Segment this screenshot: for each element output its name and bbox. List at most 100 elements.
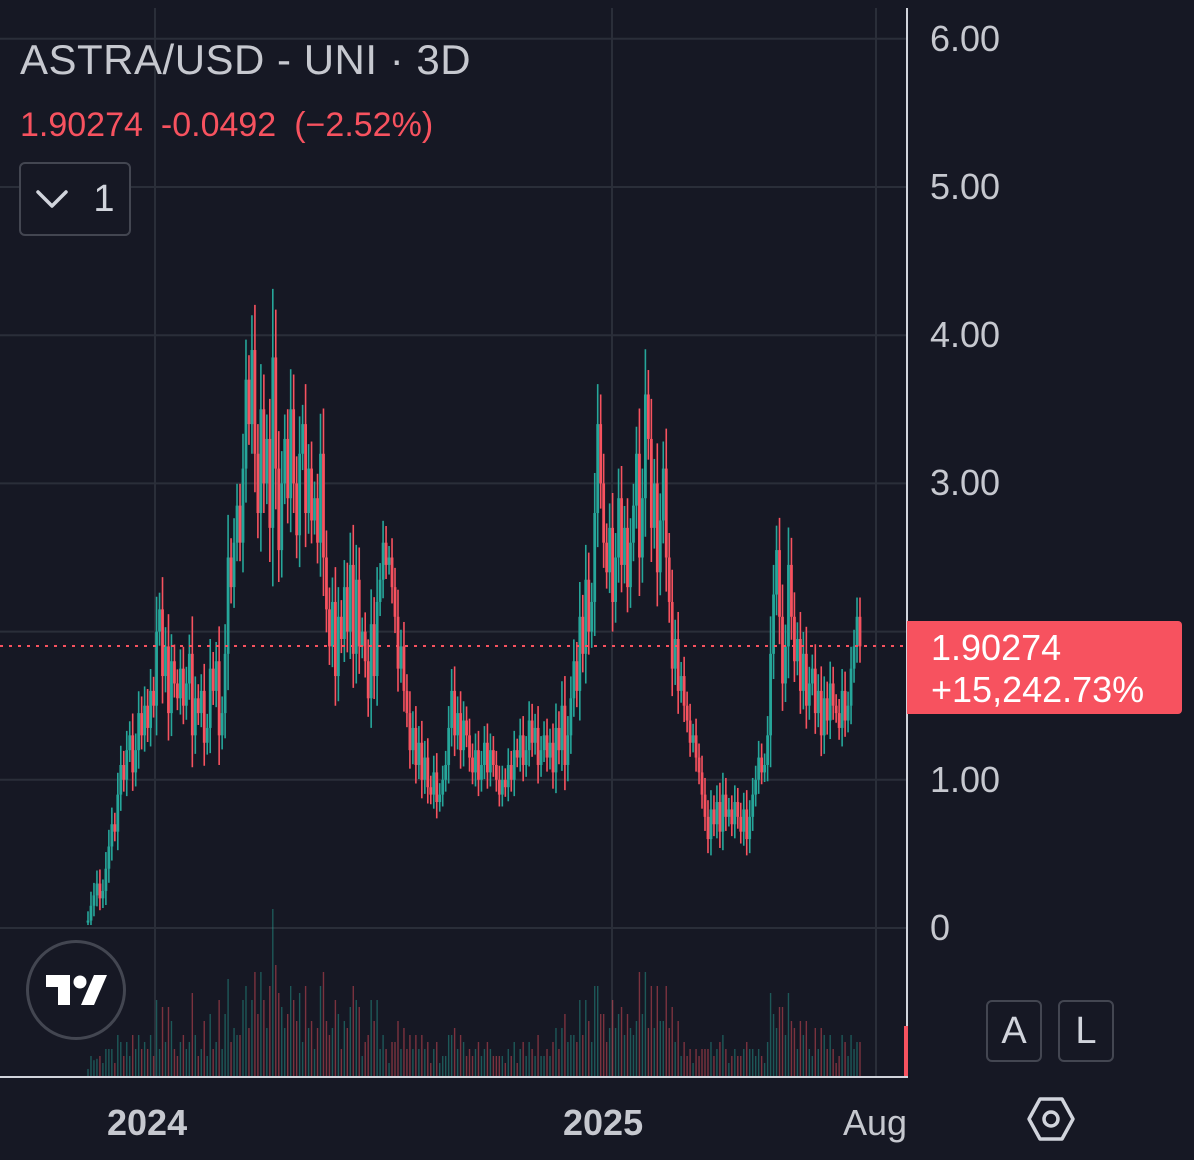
volume-bar xyxy=(814,1028,816,1076)
volume-bar xyxy=(644,972,647,1076)
volume-bar xyxy=(364,1042,366,1076)
candle-body xyxy=(709,809,713,840)
volume-bar xyxy=(331,1028,334,1076)
candle-body xyxy=(283,438,287,484)
volume-bar xyxy=(304,986,307,1076)
volume-bar xyxy=(176,1056,179,1076)
volume-bar xyxy=(418,1049,420,1076)
candle-body xyxy=(339,616,343,640)
candle-body xyxy=(524,750,528,765)
volume-bar xyxy=(522,1042,524,1076)
candle-body xyxy=(399,646,403,669)
candle-body xyxy=(790,564,793,617)
candle-body xyxy=(843,690,847,721)
volume-bar xyxy=(787,993,790,1076)
candle-body xyxy=(462,720,465,751)
candle-body xyxy=(506,764,510,788)
candle-body xyxy=(480,764,483,780)
candle-body xyxy=(700,772,704,795)
candle-body xyxy=(354,579,358,654)
candle-body xyxy=(351,564,355,654)
volume-bar xyxy=(620,1007,623,1076)
volume-bar xyxy=(99,1056,101,1076)
candle-body xyxy=(164,646,167,677)
volume-bar xyxy=(266,1028,268,1076)
candle-body xyxy=(432,772,436,795)
volume-bar xyxy=(695,1049,697,1076)
candle-body xyxy=(500,779,504,795)
candle-body xyxy=(390,557,394,588)
candle-body xyxy=(781,616,784,684)
log-scale-button[interactable]: L xyxy=(1058,1000,1114,1062)
auto-scale-button[interactable]: A xyxy=(986,1000,1042,1062)
candle-body xyxy=(328,609,331,647)
candle-body xyxy=(429,787,433,795)
volume-bar xyxy=(850,1035,852,1076)
volume-bar xyxy=(653,1028,656,1076)
volume-bar xyxy=(763,1063,766,1076)
candle-body xyxy=(539,750,543,765)
candle-body xyxy=(760,757,764,773)
volume-bar xyxy=(680,1056,682,1076)
candle-body xyxy=(575,661,579,691)
indicators-toggle-button[interactable]: 1 xyxy=(19,162,131,236)
volume-bar xyxy=(844,1042,846,1076)
price-tick-label: 1.00 xyxy=(930,758,1001,800)
volume-bar xyxy=(635,1021,638,1076)
candle-body xyxy=(646,394,650,439)
volume-bar xyxy=(427,1042,429,1076)
volume-bar xyxy=(698,1056,700,1076)
candle-body xyxy=(417,742,421,765)
candle-body xyxy=(122,764,126,780)
candle-body xyxy=(590,601,594,632)
candle-body xyxy=(673,639,677,669)
candle-body xyxy=(694,735,698,758)
candle-body xyxy=(763,764,767,773)
price-tick-label: 0 xyxy=(930,907,951,948)
candle-body xyxy=(563,705,567,765)
hexagon-settings-icon[interactable] xyxy=(1026,1094,1076,1144)
volume-bar xyxy=(737,1056,739,1076)
volume-bar xyxy=(120,1042,122,1076)
candle-body xyxy=(494,764,498,780)
volume-bar xyxy=(689,1049,691,1076)
volume-bar xyxy=(760,1056,763,1076)
candle-body xyxy=(98,883,102,899)
candle-body xyxy=(593,513,597,602)
candle-body xyxy=(345,587,349,632)
candle-body xyxy=(465,720,468,736)
volume-bar xyxy=(319,986,322,1076)
volume-bar xyxy=(537,1035,539,1076)
candle-body xyxy=(259,409,263,514)
price-tick-label: 4.00 xyxy=(930,314,1001,356)
candle-body xyxy=(569,698,573,736)
volume-bar xyxy=(486,1042,489,1076)
candle-body xyxy=(614,557,617,602)
volume-bar xyxy=(543,1056,545,1076)
candle-body xyxy=(682,676,686,706)
volume-bar xyxy=(111,1049,113,1076)
candle-body xyxy=(533,727,537,743)
volume-bar xyxy=(298,993,301,1076)
volume-bar xyxy=(632,1035,635,1076)
volume-bar xyxy=(805,1021,808,1076)
volume-bar xyxy=(650,986,653,1076)
candle-body xyxy=(333,601,337,677)
candle-body xyxy=(336,616,340,677)
volume-bar xyxy=(397,1021,399,1076)
volume-bar xyxy=(287,1014,289,1076)
chart-title[interactable]: ASTRA/USD - UNI · 3D xyxy=(20,36,472,83)
volume-bar xyxy=(376,1000,378,1076)
candle-body xyxy=(196,698,200,714)
volume-bar xyxy=(686,1056,688,1076)
time-tick-label: Aug xyxy=(843,1102,908,1143)
volume-bar xyxy=(749,1049,751,1076)
volume-bar xyxy=(102,1063,104,1076)
volume-bar xyxy=(221,1049,223,1076)
candle-body xyxy=(661,468,665,521)
tradingview-logo-icon[interactable] xyxy=(26,940,126,1040)
volume-bar xyxy=(751,1049,754,1076)
volume-bar xyxy=(746,1042,748,1076)
volume-bar xyxy=(382,1035,384,1076)
